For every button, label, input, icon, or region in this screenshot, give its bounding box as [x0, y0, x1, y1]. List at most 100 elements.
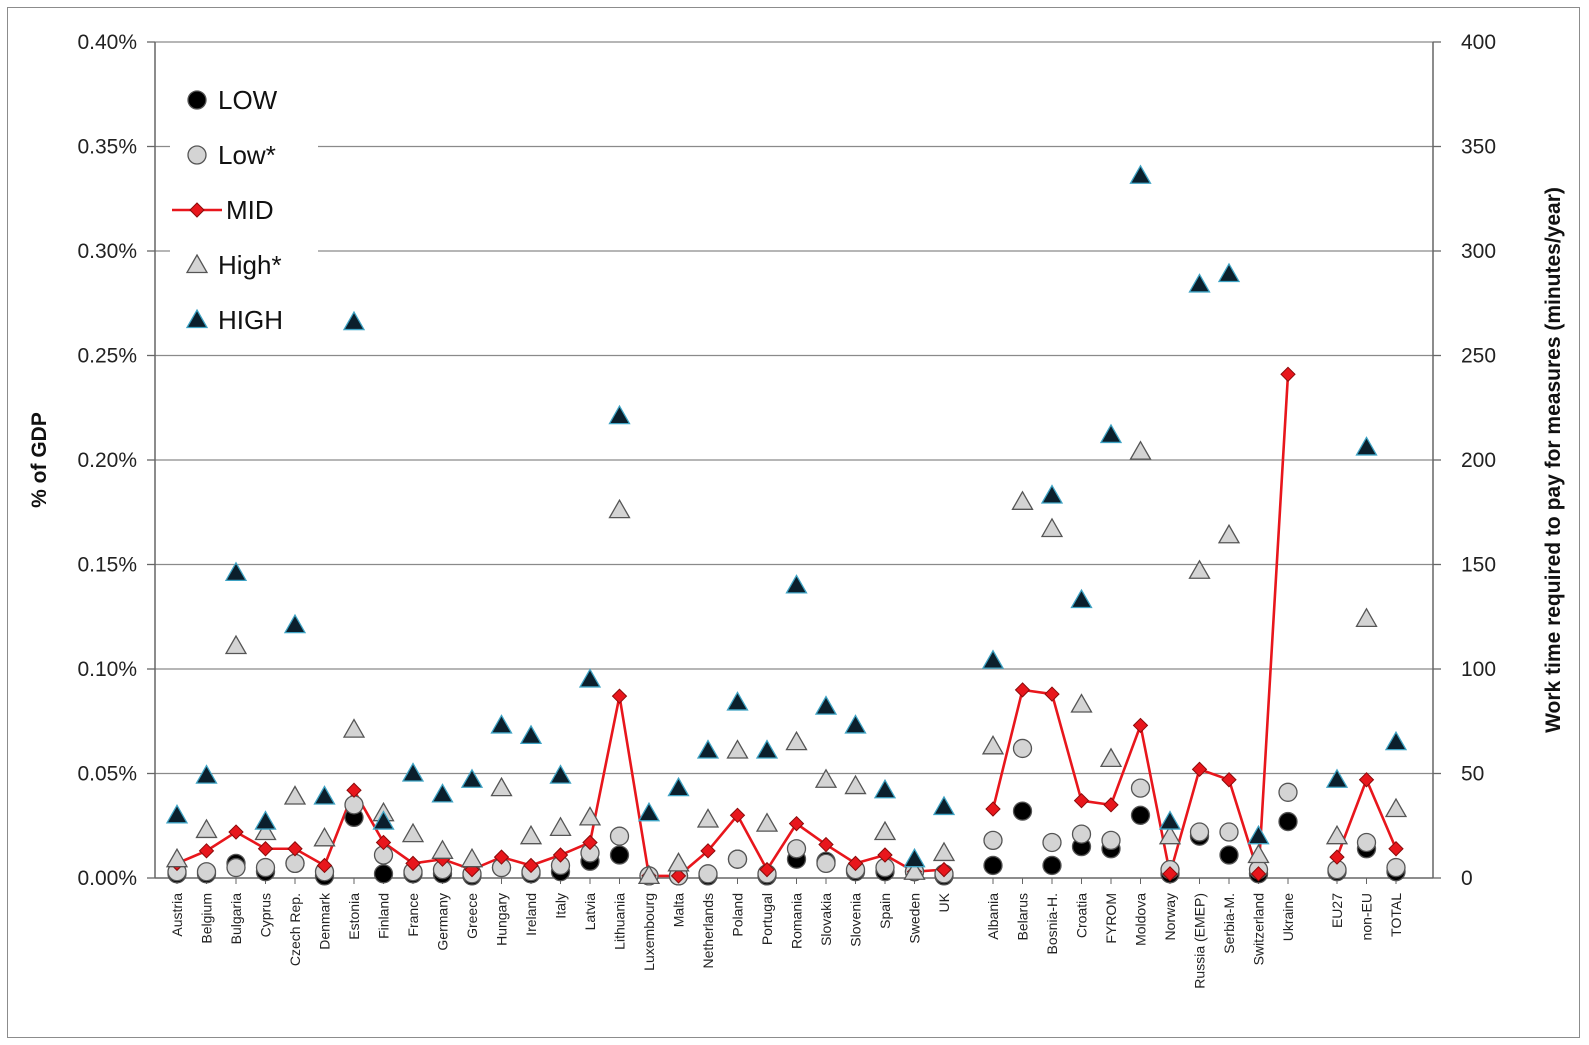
data-point [1188, 273, 1211, 293]
data-point [1325, 768, 1349, 788]
category-label: Netherlands [700, 893, 716, 969]
data-point [316, 857, 333, 874]
data-point [373, 864, 394, 884]
data-point [1221, 772, 1237, 788]
data-point [1386, 857, 1406, 878]
data-point [609, 845, 630, 865]
data-point [405, 855, 421, 872]
category-label: Ukraine [1280, 893, 1296, 941]
data-point [1355, 607, 1378, 627]
data-point [983, 830, 1003, 851]
data-point [818, 836, 834, 853]
data-point [283, 613, 307, 634]
data-point [344, 795, 364, 815]
data-point [1358, 772, 1375, 788]
data-point [1219, 845, 1239, 865]
category-label: Germany [435, 893, 451, 951]
data-point [401, 762, 425, 782]
data-point [786, 839, 807, 859]
data-point [696, 808, 720, 828]
data-point [490, 776, 513, 797]
data-point [1250, 866, 1267, 882]
y2-tick-label: 0 [1461, 867, 1473, 890]
data-point [785, 574, 808, 594]
data-point [313, 826, 336, 847]
data-point [254, 820, 277, 841]
data-point [285, 853, 305, 874]
data-point [283, 785, 307, 805]
data-point [198, 843, 215, 859]
data-point [1355, 436, 1378, 456]
legend-marker [187, 90, 207, 110]
category-label: Albania [985, 893, 1001, 940]
data-point [727, 849, 748, 869]
data-point [1278, 782, 1298, 802]
data-point [1073, 792, 1090, 809]
data-point [903, 860, 926, 880]
data-point [1044, 686, 1060, 702]
data-point [696, 739, 720, 759]
data-point [759, 861, 775, 878]
data-point [346, 782, 362, 798]
data-point [1219, 822, 1239, 842]
data-point [519, 824, 543, 845]
category-label: Bulgaria [228, 893, 244, 945]
y-tick-label: 0.05% [77, 763, 137, 786]
category-label: Bosnia-H. [1044, 893, 1060, 954]
data-point [1247, 843, 1270, 864]
data-point [667, 776, 690, 797]
category-label: Denmark [317, 892, 333, 950]
data-point [195, 764, 218, 784]
category-label: Lithuania [612, 893, 628, 950]
data-point [1129, 440, 1152, 460]
legend-entry: MID [172, 195, 274, 225]
category-label: Luxembourg [641, 893, 657, 971]
data-point [1329, 849, 1345, 865]
y-tick-label: 0.15% [77, 554, 137, 577]
data-point [1278, 811, 1298, 832]
category-label: Norway [1162, 893, 1178, 940]
data-point [1012, 801, 1033, 821]
data-point [549, 816, 572, 836]
data-point [814, 768, 838, 788]
data-point [1188, 559, 1211, 579]
category-labels: Austria Belgium Bulgaria Cyprus Czech Rep. De… [169, 892, 1404, 989]
y-tick-label: 0.25% [77, 345, 137, 368]
chart-frame [7, 7, 1580, 1038]
legend-label: High* [218, 250, 282, 280]
data-point [726, 691, 749, 711]
legend: LOW Low* MID High* HIGH [172, 85, 283, 335]
data-point [254, 810, 277, 830]
category-label: Ireland [523, 893, 539, 936]
data-point [493, 849, 510, 865]
legend-entry: High* [185, 250, 282, 280]
data-point [1384, 730, 1408, 751]
axes [147, 41, 1441, 884]
category-label: Portugal [759, 893, 775, 945]
data-point [1191, 761, 1208, 778]
data-point [1158, 824, 1182, 845]
data-point [431, 839, 454, 859]
data-point [224, 634, 248, 655]
tick-labels: 0.00% 0 0.05% 50 0.10% 100 0.15% 150 0.20% 200 0.2… [77, 31, 1496, 890]
category-label: Italy [553, 893, 569, 919]
data-point [342, 310, 366, 331]
category-label: Czech Rep. [287, 893, 303, 966]
category-label: Latvia [582, 893, 598, 931]
data-point [228, 824, 244, 840]
data-point [1099, 747, 1123, 768]
legend-label: Low* [218, 140, 276, 170]
category-label: Switzerland [1251, 893, 1267, 965]
data-point [1101, 830, 1121, 851]
category-label: FYROM [1103, 893, 1119, 944]
data-point [667, 852, 690, 872]
data-point [1042, 855, 1062, 876]
gridlines [155, 41, 1433, 775]
data-point [1388, 841, 1404, 857]
category-label: non-EU [1359, 893, 1375, 940]
data-point [165, 803, 189, 824]
y2-tick-label: 400 [1461, 31, 1496, 54]
data-point [936, 861, 952, 878]
category-label: Serbia-M. [1221, 893, 1237, 954]
